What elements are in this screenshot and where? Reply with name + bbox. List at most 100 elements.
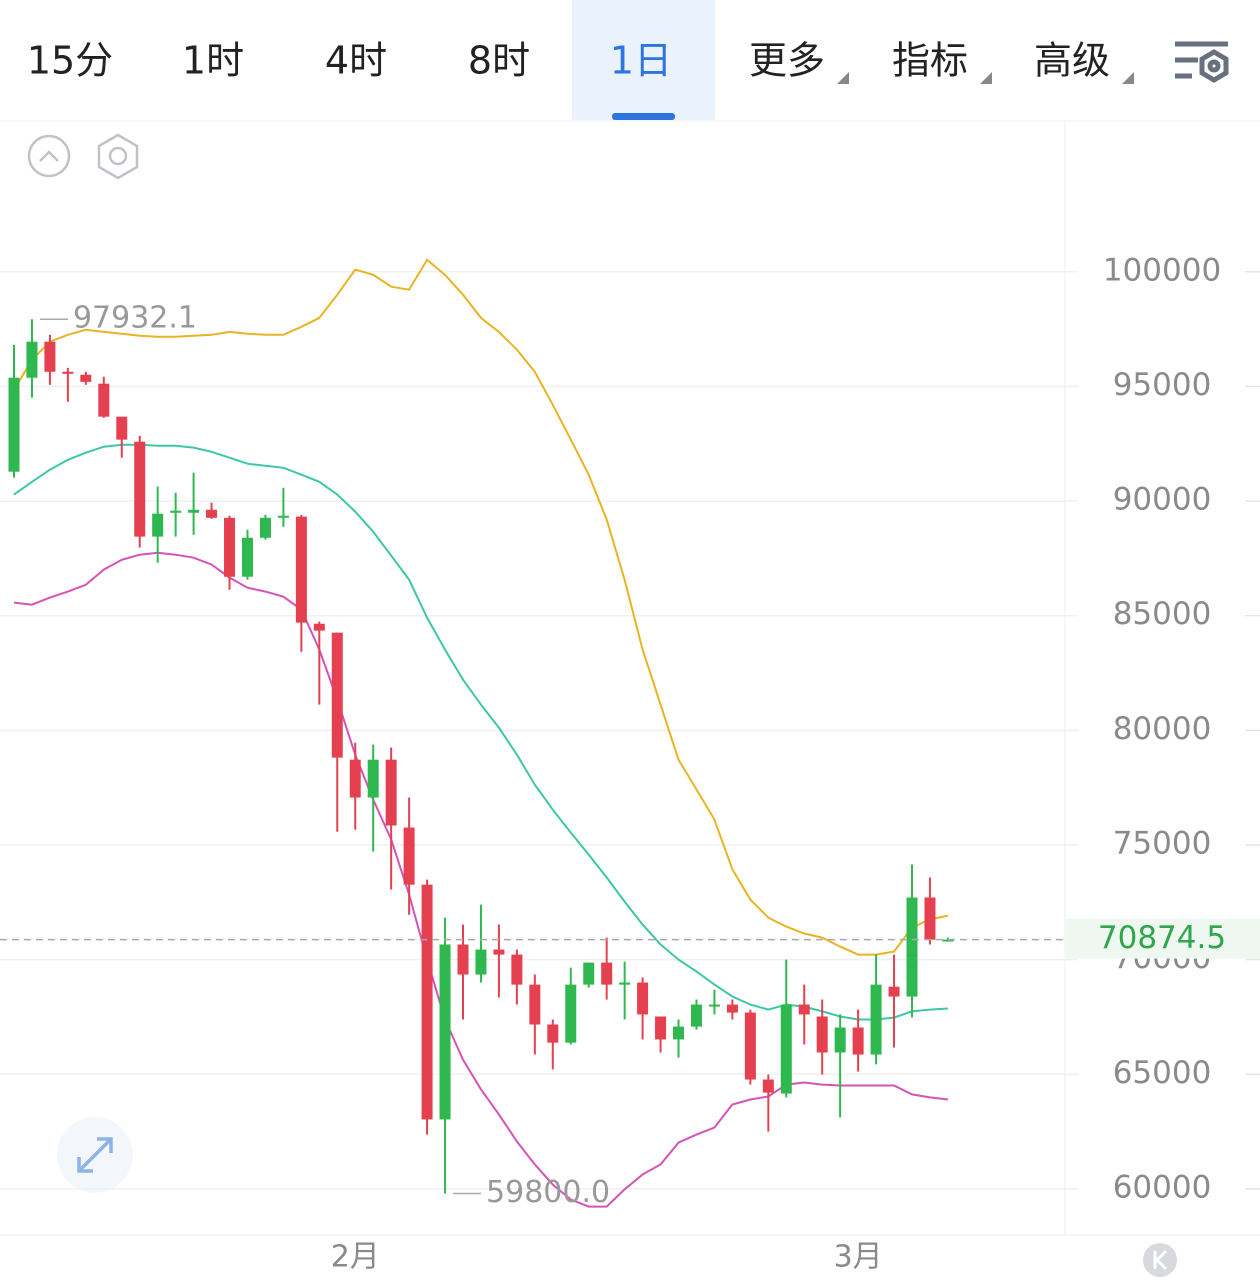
candle-body: [98, 383, 110, 417]
candle-body: [655, 1016, 667, 1040]
settings-icon[interactable]: [1175, 41, 1229, 83]
y-tick-label: 65000: [1113, 1055, 1212, 1091]
candle-body: [547, 1024, 559, 1043]
x-tick-label: 3月: [834, 1240, 883, 1275]
annotation-label: 97932.1: [73, 301, 197, 336]
candle-body: [44, 341, 56, 372]
tab[interactable]: 1日: [610, 39, 672, 83]
active-tab-bg: [572, 0, 715, 120]
icon-chevron: [39, 150, 59, 162]
candle-body: [80, 374, 92, 382]
candle-body: [924, 897, 936, 940]
y-tick-label: 100000: [1103, 252, 1221, 288]
icon-circle: [1143, 1243, 1177, 1277]
dropdown-triangle: [980, 72, 992, 84]
band-line: [13, 443, 948, 1021]
candle-body: [439, 944, 451, 1120]
candle-body: [852, 1027, 864, 1055]
icon-dot: [1207, 59, 1221, 73]
y-tick-label: 95000: [1113, 367, 1212, 403]
tab[interactable]: 8时: [468, 39, 530, 83]
candle-body: [942, 939, 954, 942]
candle-body: [511, 954, 523, 985]
candle-body: [798, 1004, 810, 1015]
k-icon[interactable]: [1143, 1243, 1177, 1277]
expand-icon[interactable]: [57, 1117, 133, 1193]
candle-body: [637, 982, 649, 1015]
candle-body: [816, 1016, 828, 1053]
icon-hex: [1199, 49, 1229, 83]
settings-hex-icon[interactable]: [97, 133, 139, 180]
candle-body: [259, 517, 271, 538]
icon-hex: [97, 133, 139, 180]
candle-body: [295, 516, 307, 623]
candle-body: [619, 982, 631, 985]
tab[interactable]: 15分: [27, 39, 113, 83]
candle-body: [583, 962, 595, 985]
active-tab-indicator: [612, 113, 675, 120]
candle-body: [565, 984, 577, 1043]
icon-arrow: [77, 1137, 113, 1173]
candle-body: [690, 1004, 702, 1027]
icon-circle: [27, 134, 71, 178]
candle-body: [457, 944, 469, 975]
band-line: [13, 258, 949, 956]
tab[interactable]: 1时: [182, 39, 244, 83]
dropdown-triangle: [1122, 72, 1134, 84]
current-price-label: 70874.5: [1098, 920, 1226, 956]
candle-body: [241, 537, 253, 577]
candle-body: [726, 1004, 738, 1013]
candle-body: [188, 509, 200, 513]
candle-body: [834, 1027, 846, 1053]
candle-body: [744, 1012, 756, 1080]
y-tick-label: 90000: [1113, 482, 1212, 518]
y-tick-label: 85000: [1113, 596, 1212, 632]
candle-body: [116, 416, 128, 440]
candle-body: [888, 986, 900, 997]
candle-body: [673, 1026, 685, 1040]
tab[interactable]: 高级: [1034, 39, 1110, 83]
candle-body: [601, 962, 613, 985]
y-tick-label: 60000: [1113, 1169, 1212, 1205]
icon-dot: [108, 146, 128, 166]
tab[interactable]: 4时: [325, 39, 387, 83]
tab[interactable]: 指标: [892, 39, 968, 83]
candle-body: [367, 759, 379, 798]
candle-body: [529, 984, 541, 1025]
candle-body: [26, 341, 38, 378]
icon-arrow: [97, 1137, 113, 1153]
candle-body: [331, 632, 343, 758]
candle-body: [170, 510, 182, 513]
annotation-label: 59800.0: [486, 1175, 610, 1210]
candle-body: [277, 515, 289, 518]
icon-arrow: [77, 1157, 93, 1173]
tab[interactable]: 更多: [749, 39, 825, 83]
y-tick-label: 75000: [1113, 825, 1212, 861]
candle-body: [906, 897, 918, 997]
candle-body: [421, 884, 433, 1120]
y-tick-label: 80000: [1113, 711, 1212, 747]
candle-body: [8, 377, 20, 472]
candle-body: [403, 827, 415, 885]
candle-body: [493, 949, 505, 955]
current-price-tag: [1066, 918, 1260, 959]
candle-body: [206, 509, 218, 518]
candle-body: [870, 984, 882, 1055]
candle-body: [385, 759, 397, 826]
candle-body: [134, 441, 146, 537]
candle-body: [708, 1004, 720, 1007]
candle-body: [475, 949, 487, 975]
candle-body: [313, 623, 325, 631]
icon-k: [1153, 1249, 1168, 1271]
band-line: [13, 551, 949, 1208]
candle-body: [62, 371, 74, 374]
x-tick-label: 2月: [331, 1240, 380, 1275]
candle-body: [224, 517, 236, 577]
candle-body: [780, 1004, 792, 1094]
candle-body: [152, 513, 164, 537]
candle-body: [349, 759, 361, 798]
dropdown-triangle: [837, 72, 849, 84]
collapse-icon[interactable]: [27, 134, 71, 178]
